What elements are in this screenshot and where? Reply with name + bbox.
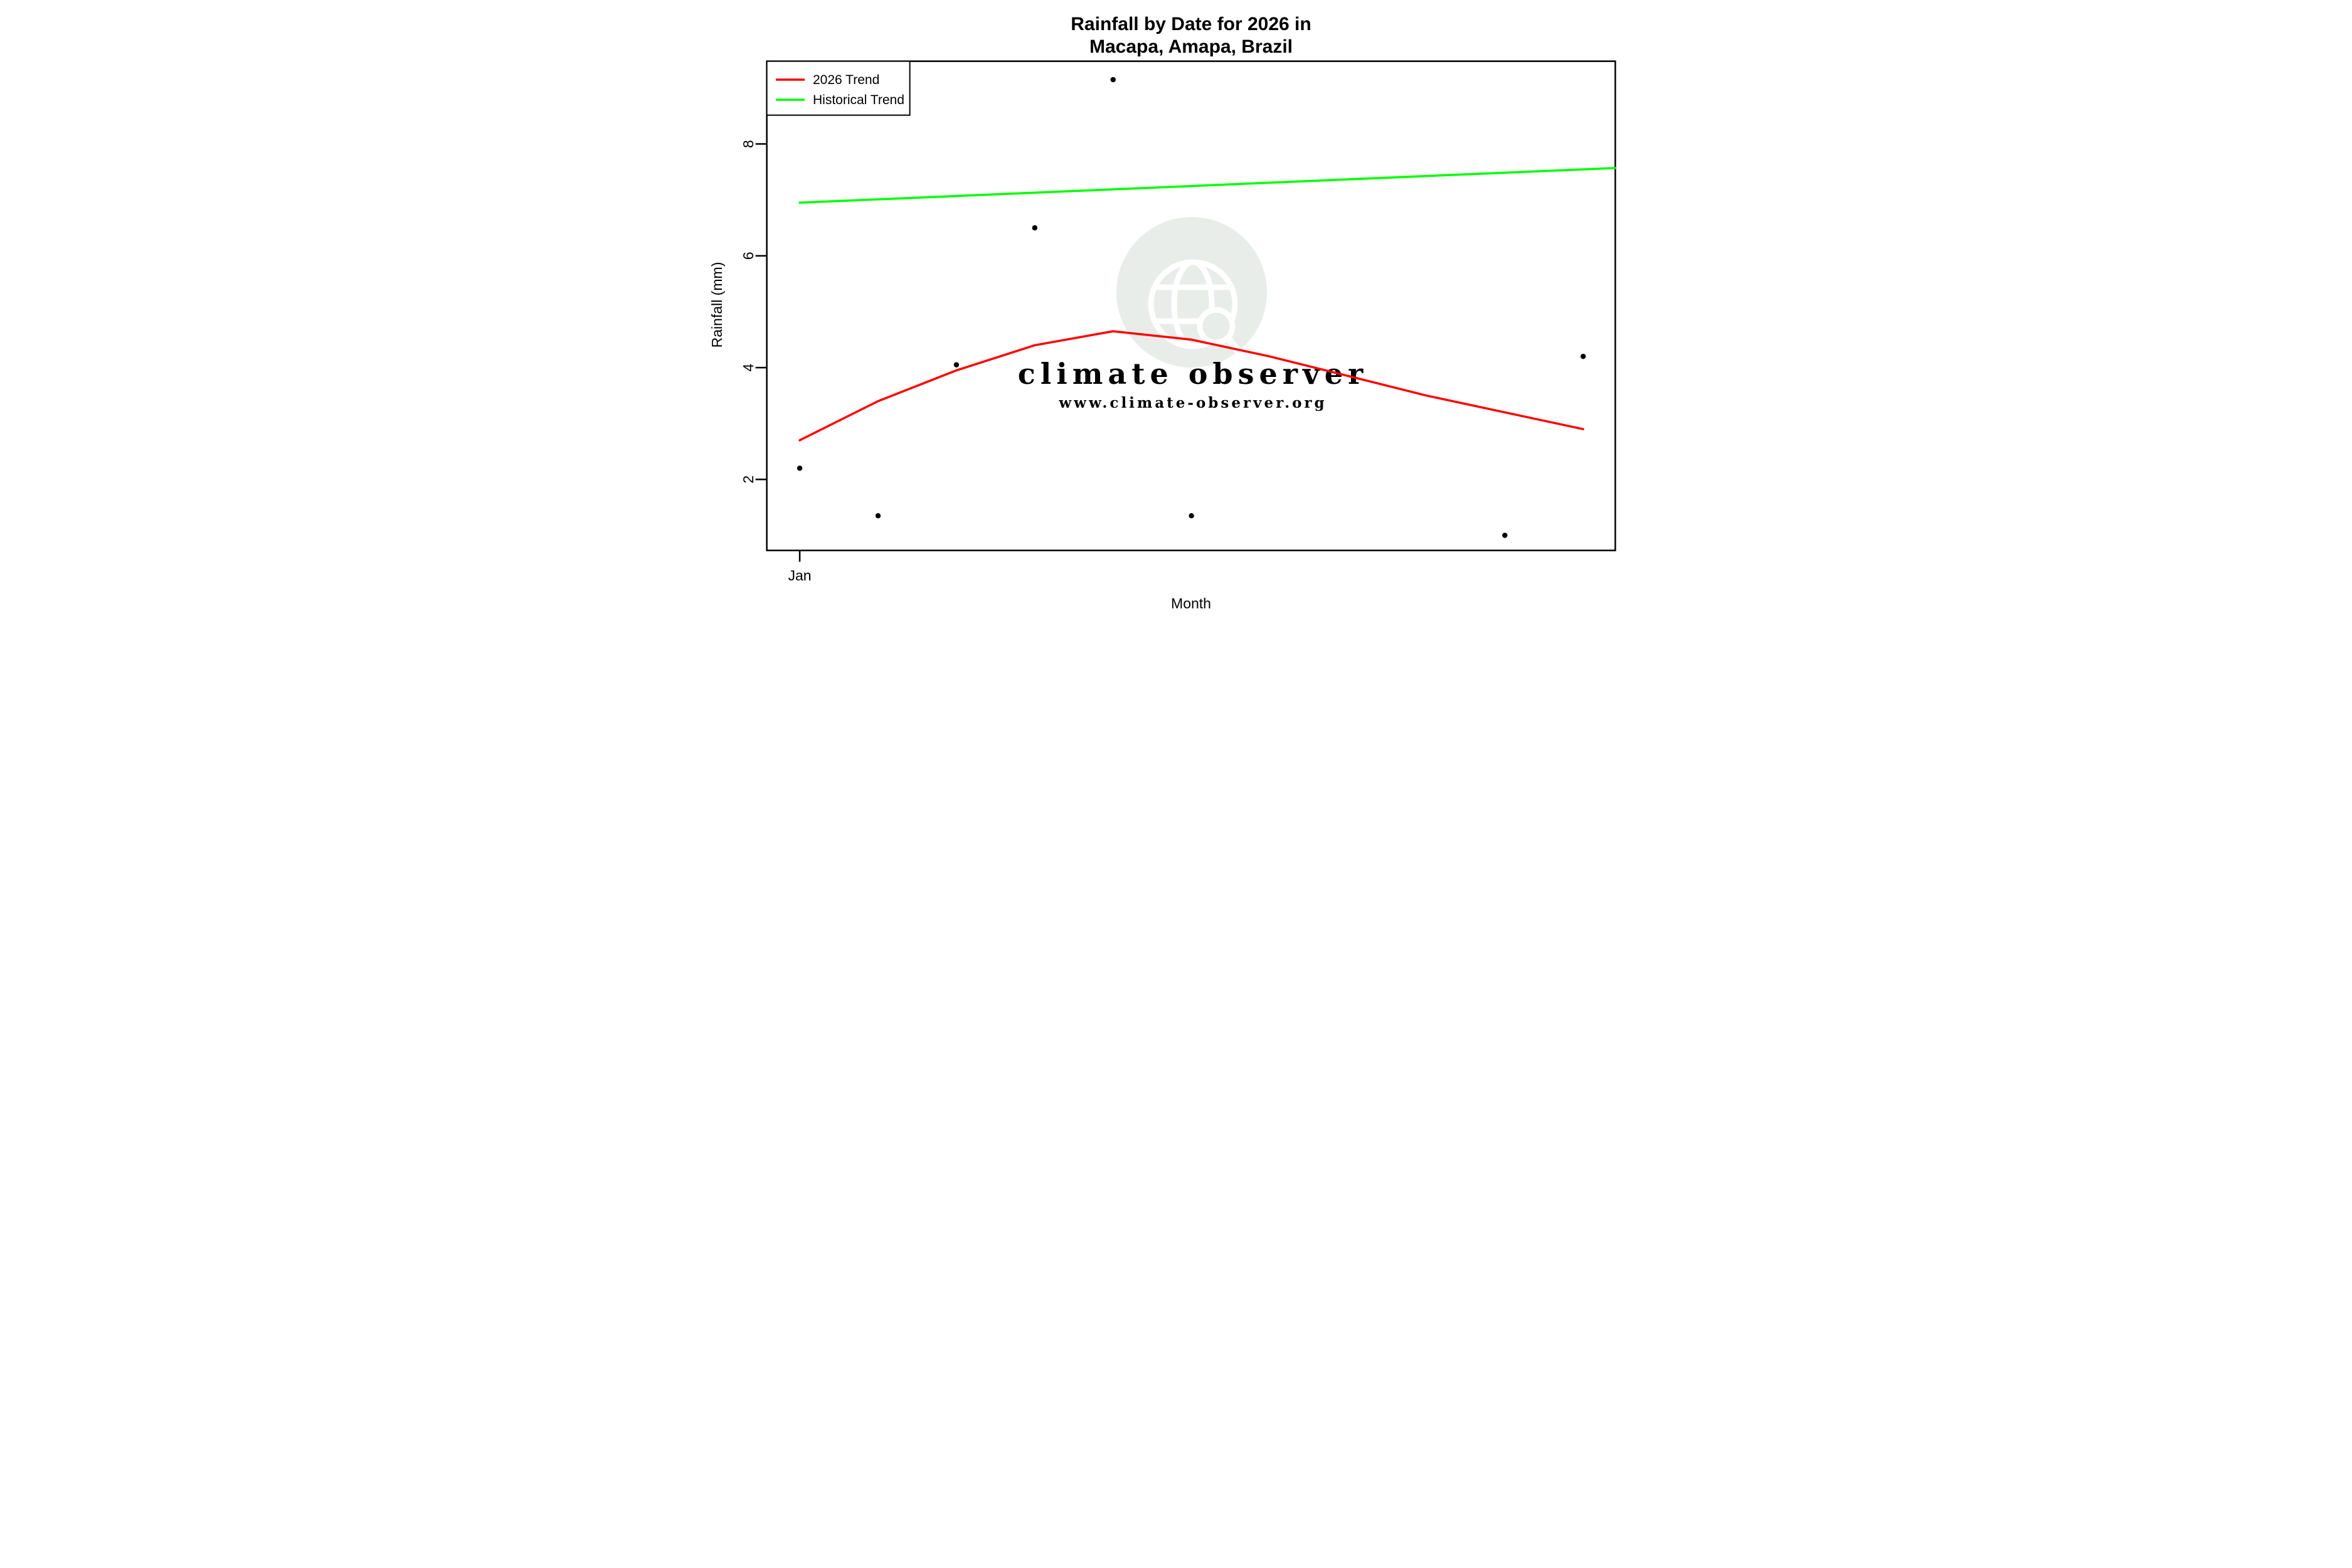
y-tick-label: 8 [740,140,756,148]
rainfall-chart: climate observer www.climate-observer.or… [709,14,1617,612]
data-point [1580,354,1586,359]
data-point [1502,532,1508,538]
data-point [1110,77,1116,83]
legend-label-historical: Historical Trend [813,93,904,107]
watermark: climate observer www.climate-observer.or… [1018,217,1368,411]
chart-title-line2: Macapa, Amapa, Brazil [1089,36,1293,57]
y-tick-label: 4 [740,364,756,372]
legend-label-2026: 2026 Trend [813,73,879,87]
data-layer [797,77,1617,538]
y-axis-label: Rainfall (mm) [709,262,725,348]
y-tick-label: 6 [740,252,756,260]
plot-border [766,60,1616,551]
legend: 2026 Trend Historical Trend [766,60,911,116]
data-point [1032,225,1037,231]
axis-ticks: 2 4 6 8 Jan [740,140,812,583]
chart-title-line1: Rainfall by Date for 2026 in [1071,14,1311,34]
magnifier-lens-icon [1197,307,1236,346]
data-point [1189,513,1194,519]
data-point [953,362,960,368]
x-axis-label: Month [1171,595,1211,612]
trend-line-historical [798,167,1617,204]
watermark-url: www.climate-observer.org [1058,395,1327,411]
y-tick-label: 2 [740,475,756,484]
data-point [875,513,881,519]
x-tick-label: Jan [788,568,812,584]
data-point [797,465,803,471]
trend-line-2026 [798,330,1584,442]
legend-box [766,60,911,116]
watermark-brand: climate observer [1018,357,1368,391]
rainfall-figure: climate observer www.climate-observer.or… [706,0,1646,627]
globe-magnifier-icon [1148,259,1238,349]
